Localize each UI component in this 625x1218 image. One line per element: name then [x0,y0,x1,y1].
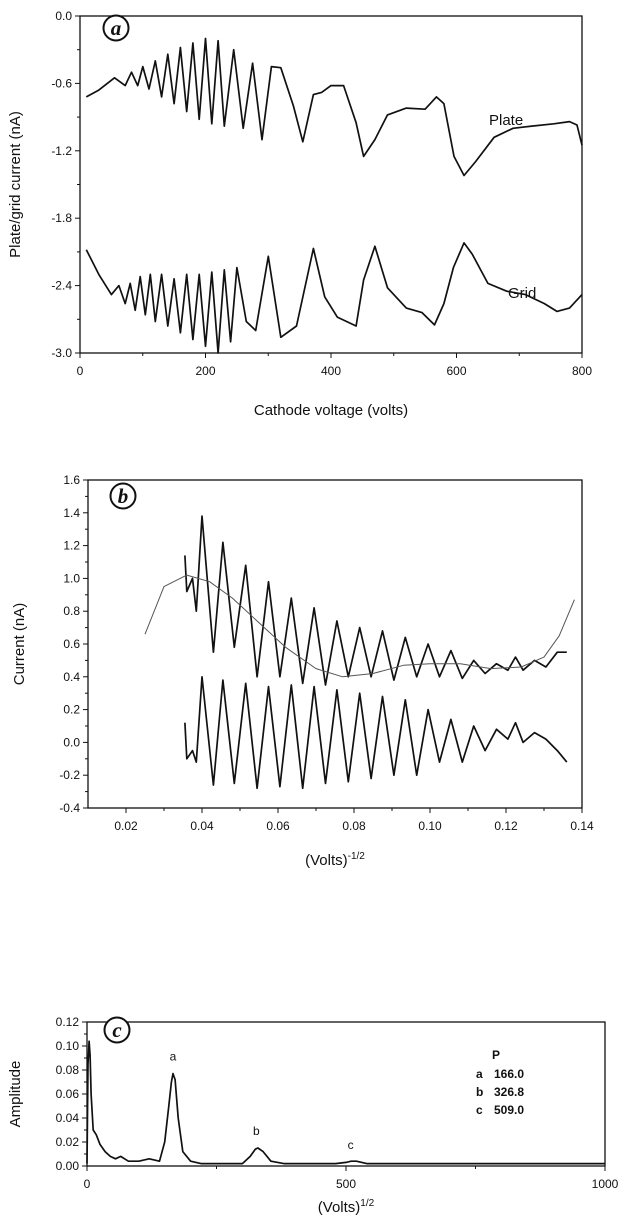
series-line-plate [85,37,583,177]
x-axis-label: (Volts)1/2 [318,1198,375,1216]
x-axis-label: (Volts)-1/2 [305,851,365,869]
x-tick-label: 0.04 [190,819,214,833]
panel-letter-badge: b [109,482,137,510]
series-line-fit-curve [144,574,575,678]
panel-letter: b [118,484,129,508]
y-tick-label: -0.4 [59,801,80,815]
x-tick-label: 0.06 [266,819,290,833]
panel-letter-badge: a [102,14,130,42]
y-tick-label: -0.2 [59,768,80,782]
peak-label-b: b [253,1124,260,1138]
x-axis-label-main: Cathode voltage (volts) [254,402,408,419]
plot-frame [79,15,583,354]
x-tick-label: 600 [446,364,466,378]
x-axis-label: Cathode voltage (volts) [254,402,408,419]
y-tick-label: 0.2 [63,703,80,717]
x-tick-label: 1000 [592,1177,619,1191]
x-tick-label: 0 [84,1177,91,1191]
table-row-value: 509.0 [494,1103,524,1117]
y-tick-label: 0.12 [56,1015,80,1029]
y-axis-label: Amplitude [7,1061,24,1128]
y-tick-label: 1.0 [63,571,80,585]
y-tick-label: 0.06 [56,1087,80,1101]
y-tick-label: 1.6 [63,473,80,487]
y-tick-label: 0.0 [55,9,72,23]
panel-letter-circle [102,14,130,42]
series-line-grid [184,675,568,790]
x-axis-label-exponent: 1/2 [360,1198,374,1209]
x-axis-label-main: (Volts) [318,1199,361,1216]
x-tick-label: 400 [321,364,341,378]
y-tick-label: 1.2 [63,539,80,553]
table-row-value: 166.0 [494,1067,524,1081]
series-line-plate [184,515,567,686]
y-tick-label: 1.4 [63,506,80,520]
y-tick-label: 0.8 [63,604,80,618]
peak-period-table: Pa 166.0 b 326.8 c 509.0 [476,1048,524,1117]
table-row-label: a [476,1067,483,1081]
peak-label-a: a [170,1049,177,1063]
series-line-grid [85,242,583,354]
y-tick-label: 0.02 [56,1135,80,1149]
x-tick-label: 0.08 [342,819,366,833]
x-tick-label: 500 [336,1177,356,1191]
x-tick-label: 0.02 [114,819,138,833]
x-axis-label-main: (Volts) [305,852,348,869]
y-tick-label: 0.08 [56,1063,80,1077]
table-header: P [492,1048,500,1062]
panel-letter-badge: c [103,1016,131,1044]
panel-letter: a [111,16,122,40]
y-axis-label: Plate/grid current (nA) [7,111,24,258]
x-tick-label: 0.12 [494,819,518,833]
chart-panel-a: 0 200 400 600 800 0.0 -0.6 -1.2 -1.8 -2.4 -3.0 Cath… [7,9,592,419]
chart-panel-c: 0 500 1000 0.12 0.10 0.08 0.06 0.04 0.02 0.00 (Vol… [7,1015,619,1216]
x-tick-label: 0 [77,364,84,378]
table-row-value: 326.8 [494,1085,524,1099]
y-tick-label: -1.2 [51,144,72,158]
y-tick-label: 0.0 [63,735,80,749]
y-tick-label: -3.0 [51,346,72,360]
panel-letter-circle [109,482,137,510]
y-tick-label: -0.6 [51,76,72,90]
panel-letter: c [112,1018,122,1042]
peak-label-c: c [348,1138,354,1152]
x-axis-label-exponent: -1/2 [348,851,366,862]
y-tick-label: 0.04 [56,1111,80,1125]
series-label-grid: Grid [508,285,536,302]
x-tick-label: 800 [572,364,592,378]
y-tick-label: 0.00 [56,1159,80,1173]
y-tick-label: 0.10 [56,1039,80,1053]
x-tick-label: 200 [195,364,215,378]
y-tick-label: 0.6 [63,637,80,651]
chart-panel-b: 0.02 0.04 0.06 0.08 0.10 0.12 0.14 1.6 1.4 1.2 1.0… [11,473,594,869]
y-tick-label: 0.4 [63,670,80,684]
x-tick-label: 0.10 [418,819,442,833]
y-axis-label: Current (nA) [11,603,28,686]
x-tick-label: 0.14 [570,819,594,833]
panel-letter-circle [103,1016,131,1044]
y-tick-label: -1.8 [51,211,72,225]
series-label-plate: Plate [489,112,523,129]
table-row-label: c [476,1103,483,1117]
plot-frame [87,479,583,809]
y-tick-label: -2.4 [51,279,72,293]
table-row-label: b [476,1085,483,1099]
series-line-spectrum [86,1040,605,1165]
